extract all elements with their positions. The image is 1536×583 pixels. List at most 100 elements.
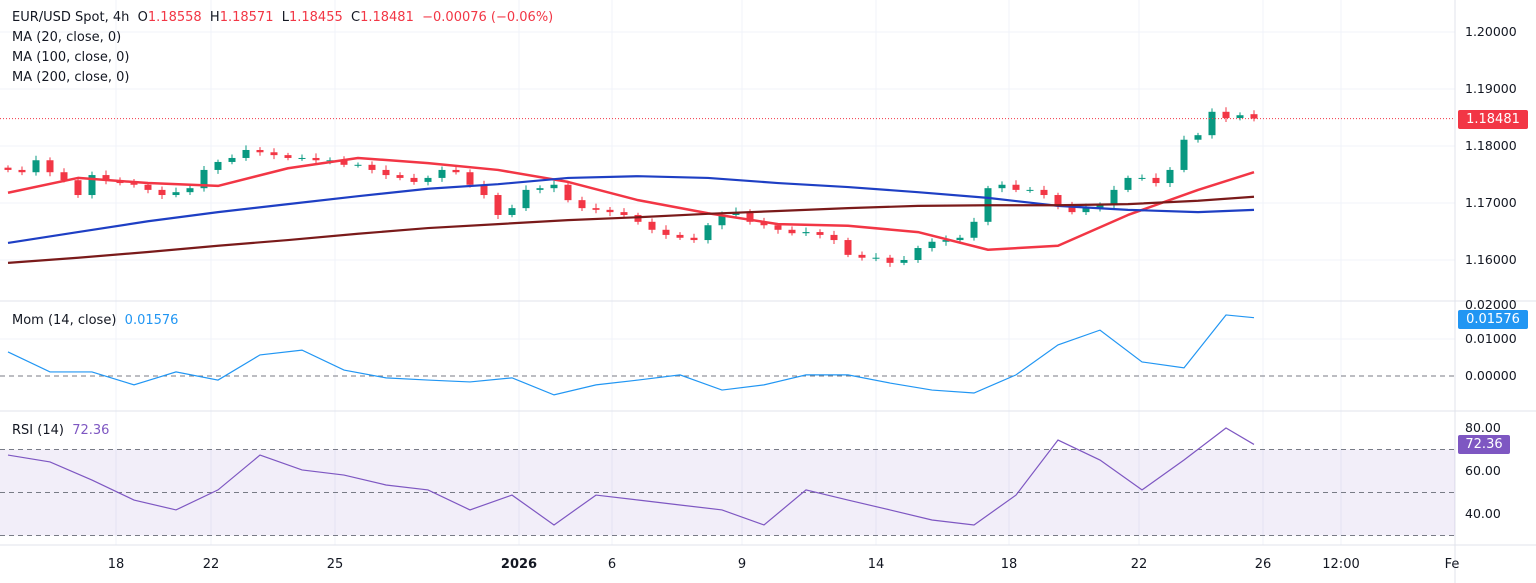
candle-body <box>480 184 488 196</box>
candle-body <box>1054 195 1062 206</box>
candle-body <box>1222 111 1230 119</box>
candle-body <box>1012 184 1020 190</box>
candle-body <box>900 260 908 263</box>
candle-body <box>760 221 768 226</box>
candle-body <box>340 160 348 165</box>
candle-body <box>634 214 642 222</box>
candle-body <box>536 188 544 190</box>
candle-body <box>1110 189 1118 206</box>
candle-body <box>144 184 152 190</box>
candle-body <box>1208 111 1216 136</box>
candle-body <box>620 212 628 215</box>
candle-body <box>676 234 684 238</box>
candle-body <box>326 160 334 162</box>
time-label: 22 <box>202 557 220 572</box>
ma20-line <box>7 156 1255 251</box>
candle-body <box>1166 169 1174 184</box>
last-price-tag: 1.18481 <box>1458 110 1528 129</box>
time-label: 25 <box>326 557 344 572</box>
time-label: 18 <box>1000 557 1018 572</box>
candle-body <box>242 149 250 158</box>
mom-axis-label: 0.00000 <box>1465 368 1517 383</box>
time-label: 26 <box>1254 557 1272 572</box>
close-value: 1.18481 <box>360 10 414 25</box>
candle-body <box>648 221 656 230</box>
candle-body <box>494 195 502 215</box>
candle-body <box>88 175 96 196</box>
candle-body <box>466 172 474 185</box>
candle-body <box>578 200 586 209</box>
rsi-legend[interactable]: RSI (14) 72.36 <box>12 423 109 438</box>
candle-body <box>256 149 264 153</box>
candle-body <box>102 175 110 181</box>
candle-body <box>802 232 810 234</box>
candle-body <box>746 212 754 222</box>
ma100-line <box>7 175 1255 244</box>
price-axis-label: 1.20000 <box>1465 24 1517 39</box>
candle-body <box>396 175 404 178</box>
candle-body <box>60 172 68 181</box>
candle-body <box>18 169 26 173</box>
candle-body <box>788 229 796 234</box>
candle-body <box>382 169 390 176</box>
rsi-axis-label: 40.00 <box>1465 506 1501 521</box>
candle-body <box>774 225 782 230</box>
time-label: 9 <box>737 557 747 572</box>
price-axis-label: 1.16000 <box>1465 252 1517 267</box>
rsi-axis-label: 60.00 <box>1465 463 1501 478</box>
candle-body <box>550 184 558 189</box>
time-label: 12:00 <box>1322 557 1360 572</box>
candle-body <box>438 169 446 178</box>
time-label: 6 <box>607 557 617 572</box>
candle-body <box>354 164 362 166</box>
candle-body <box>970 221 978 238</box>
rsi-axis-label: 80.00 <box>1465 420 1501 435</box>
price-axis-label: 1.19000 <box>1465 81 1517 96</box>
candle-body <box>830 234 838 241</box>
candle-body <box>270 152 278 156</box>
mom-axis-label: 0.01000 <box>1465 331 1517 346</box>
candle-body <box>718 214 726 226</box>
candle-body <box>690 237 698 241</box>
candle-body <box>1236 115 1244 119</box>
mom-value: 0.01576 <box>124 313 179 328</box>
change-value: −0.00076 (−0.06%) <box>422 10 554 25</box>
rsi-line <box>7 427 1255 526</box>
mom-line <box>7 314 1255 396</box>
symbol-legend: EUR/USD Spot, 4h O1.18558 H1.18571 L1.18… <box>12 10 553 25</box>
low-value: 1.18455 <box>288 10 343 25</box>
candle-body <box>452 169 460 173</box>
high-value: 1.18571 <box>219 10 274 25</box>
ma200-line <box>7 195 1255 264</box>
candle-body <box>214 161 222 170</box>
ma200-legend[interactable]: MA (200, close, 0) <box>12 70 130 85</box>
candle-body <box>284 155 292 158</box>
symbol-title[interactable]: EUR/USD Spot, 4h <box>12 10 130 25</box>
candle-body <box>130 183 138 185</box>
candle-body <box>956 237 964 241</box>
candle-body <box>1194 135 1202 140</box>
candle-body <box>368 164 376 170</box>
candle-body <box>928 241 936 249</box>
time-label: 18 <box>107 557 125 572</box>
candle-body <box>1068 205 1076 213</box>
candle-body <box>662 229 670 235</box>
candle-body <box>1152 177 1160 184</box>
candle-body <box>200 169 208 189</box>
candle-body <box>858 254 866 258</box>
rsi-title: RSI (14) <box>12 423 64 438</box>
candle-body <box>1096 205 1104 209</box>
mom-value-tag: 0.01576 <box>1458 310 1528 329</box>
candle-body <box>410 177 418 182</box>
ma100-legend[interactable]: MA (100, close, 0) <box>12 50 130 65</box>
candle-body <box>74 180 82 196</box>
ma20-legend[interactable]: MA (20, close, 0) <box>12 30 122 45</box>
candle-body <box>872 257 880 259</box>
candle-body <box>998 184 1006 189</box>
mom-legend[interactable]: Mom (14, close) 0.01576 <box>12 313 178 328</box>
candle-body <box>228 157 236 162</box>
candle-body <box>816 232 824 235</box>
rsi-band <box>0 449 1455 536</box>
